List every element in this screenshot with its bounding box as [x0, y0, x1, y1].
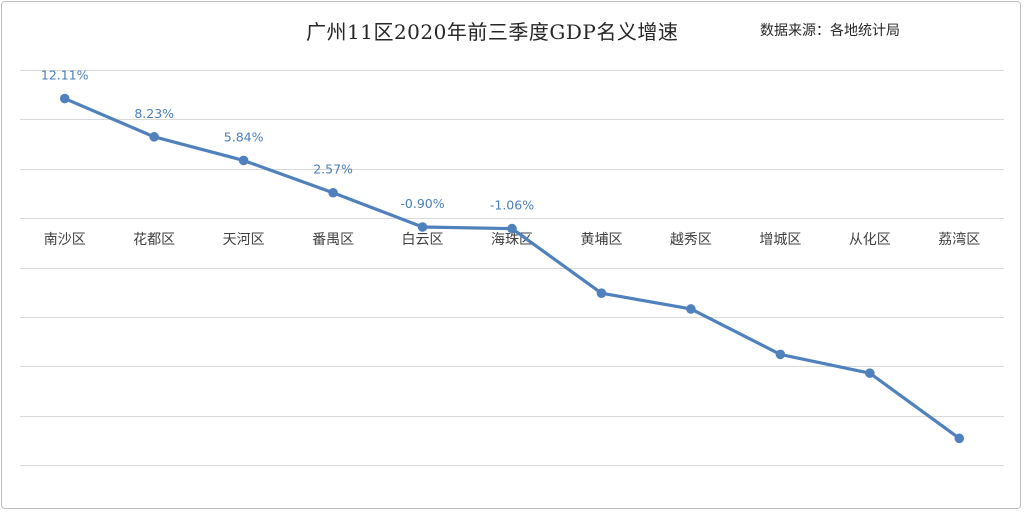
- data-point: [328, 187, 338, 198]
- data-label: -1.06%: [490, 198, 534, 213]
- data-point: [775, 349, 786, 360]
- category-label: 黄埔区: [580, 231, 622, 248]
- category-label: 天河区: [223, 232, 265, 248]
- data-labels: 12.11% 8.23% 5.84% 2.57% -0.90% -1.06%: [41, 68, 534, 213]
- category-labels: 南沙区 花都区 天河区 番禺区 白云区 海珠区 黄埔区 越秀区 增城区 从化区 荔湾区: [44, 231, 981, 248]
- gridlines: [20, 70, 1004, 466]
- chart-title: 广州11区2020年前三季度GDP名义增速: [306, 20, 679, 44]
- data-point: [507, 223, 517, 234]
- data-label: 5.84%: [224, 129, 264, 144]
- data-point: [149, 132, 159, 142]
- data-label: 2.57%: [313, 162, 353, 177]
- data-label: -0.90%: [400, 196, 444, 211]
- data-point: [417, 222, 428, 232]
- data-point: [865, 368, 875, 378]
- data-point: [686, 304, 696, 314]
- data-point: [954, 433, 965, 444]
- category-label: 花都区: [133, 232, 175, 248]
- data-point: [59, 93, 70, 104]
- category-label: 越秀区: [670, 232, 712, 248]
- category-label: 南沙区: [44, 232, 86, 248]
- data-point: [238, 155, 249, 166]
- data-label: 12.11%: [41, 68, 89, 83]
- chart-source: 数据来源：各地统计局: [760, 23, 900, 39]
- category-label: 增城区: [759, 232, 801, 248]
- series-line-group: [59, 93, 965, 444]
- category-label: 白云区: [402, 232, 444, 248]
- category-label: 荔湾区: [938, 231, 980, 248]
- category-label: 从化区: [849, 232, 891, 248]
- data-point: [596, 288, 607, 298]
- category-label: 番禺区: [312, 232, 354, 248]
- data-label: 8.23%: [134, 106, 174, 121]
